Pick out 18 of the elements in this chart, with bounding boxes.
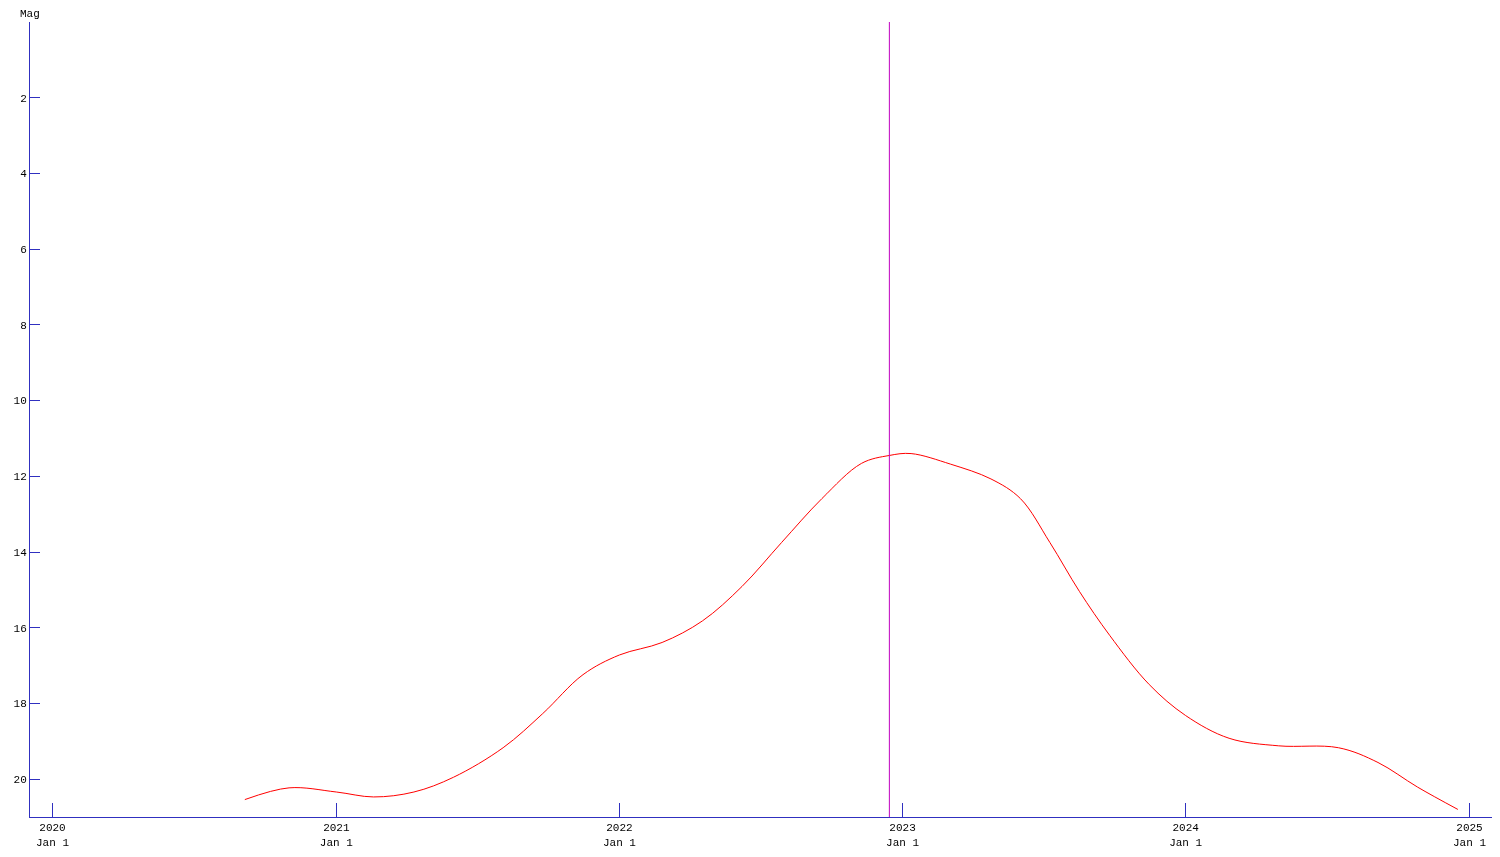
x-tick-label: 2024 Jan 1 (1169, 822, 1203, 849)
y-tick-label: 10 (13, 395, 27, 408)
y-tick-label: 2 (20, 92, 27, 105)
y-tick-label: 18 (13, 698, 27, 711)
y-tick-label: 4 (20, 168, 28, 181)
x-tick-label: 2023 Jan 1 (886, 822, 920, 849)
y-tick-label: 8 (20, 319, 27, 332)
y-axis-title: Mag (20, 8, 40, 20)
x-tick-label: 2021 Jan 1 (319, 822, 354, 849)
line-series (244, 453, 1459, 810)
y-tick-label: 6 (20, 243, 27, 256)
y-tick-label: 14 (13, 546, 28, 559)
x-tick-label: 2025 Jan 1 (1453, 822, 1487, 849)
y-tick-label: 16 (13, 622, 27, 635)
y-tick-label: 20 (13, 773, 27, 786)
x-tick-label: 2022 Jan 1 (602, 822, 637, 849)
y-tick-label: 12 (13, 471, 27, 484)
x-tick-label: 2020 Jan 1 (35, 822, 70, 849)
